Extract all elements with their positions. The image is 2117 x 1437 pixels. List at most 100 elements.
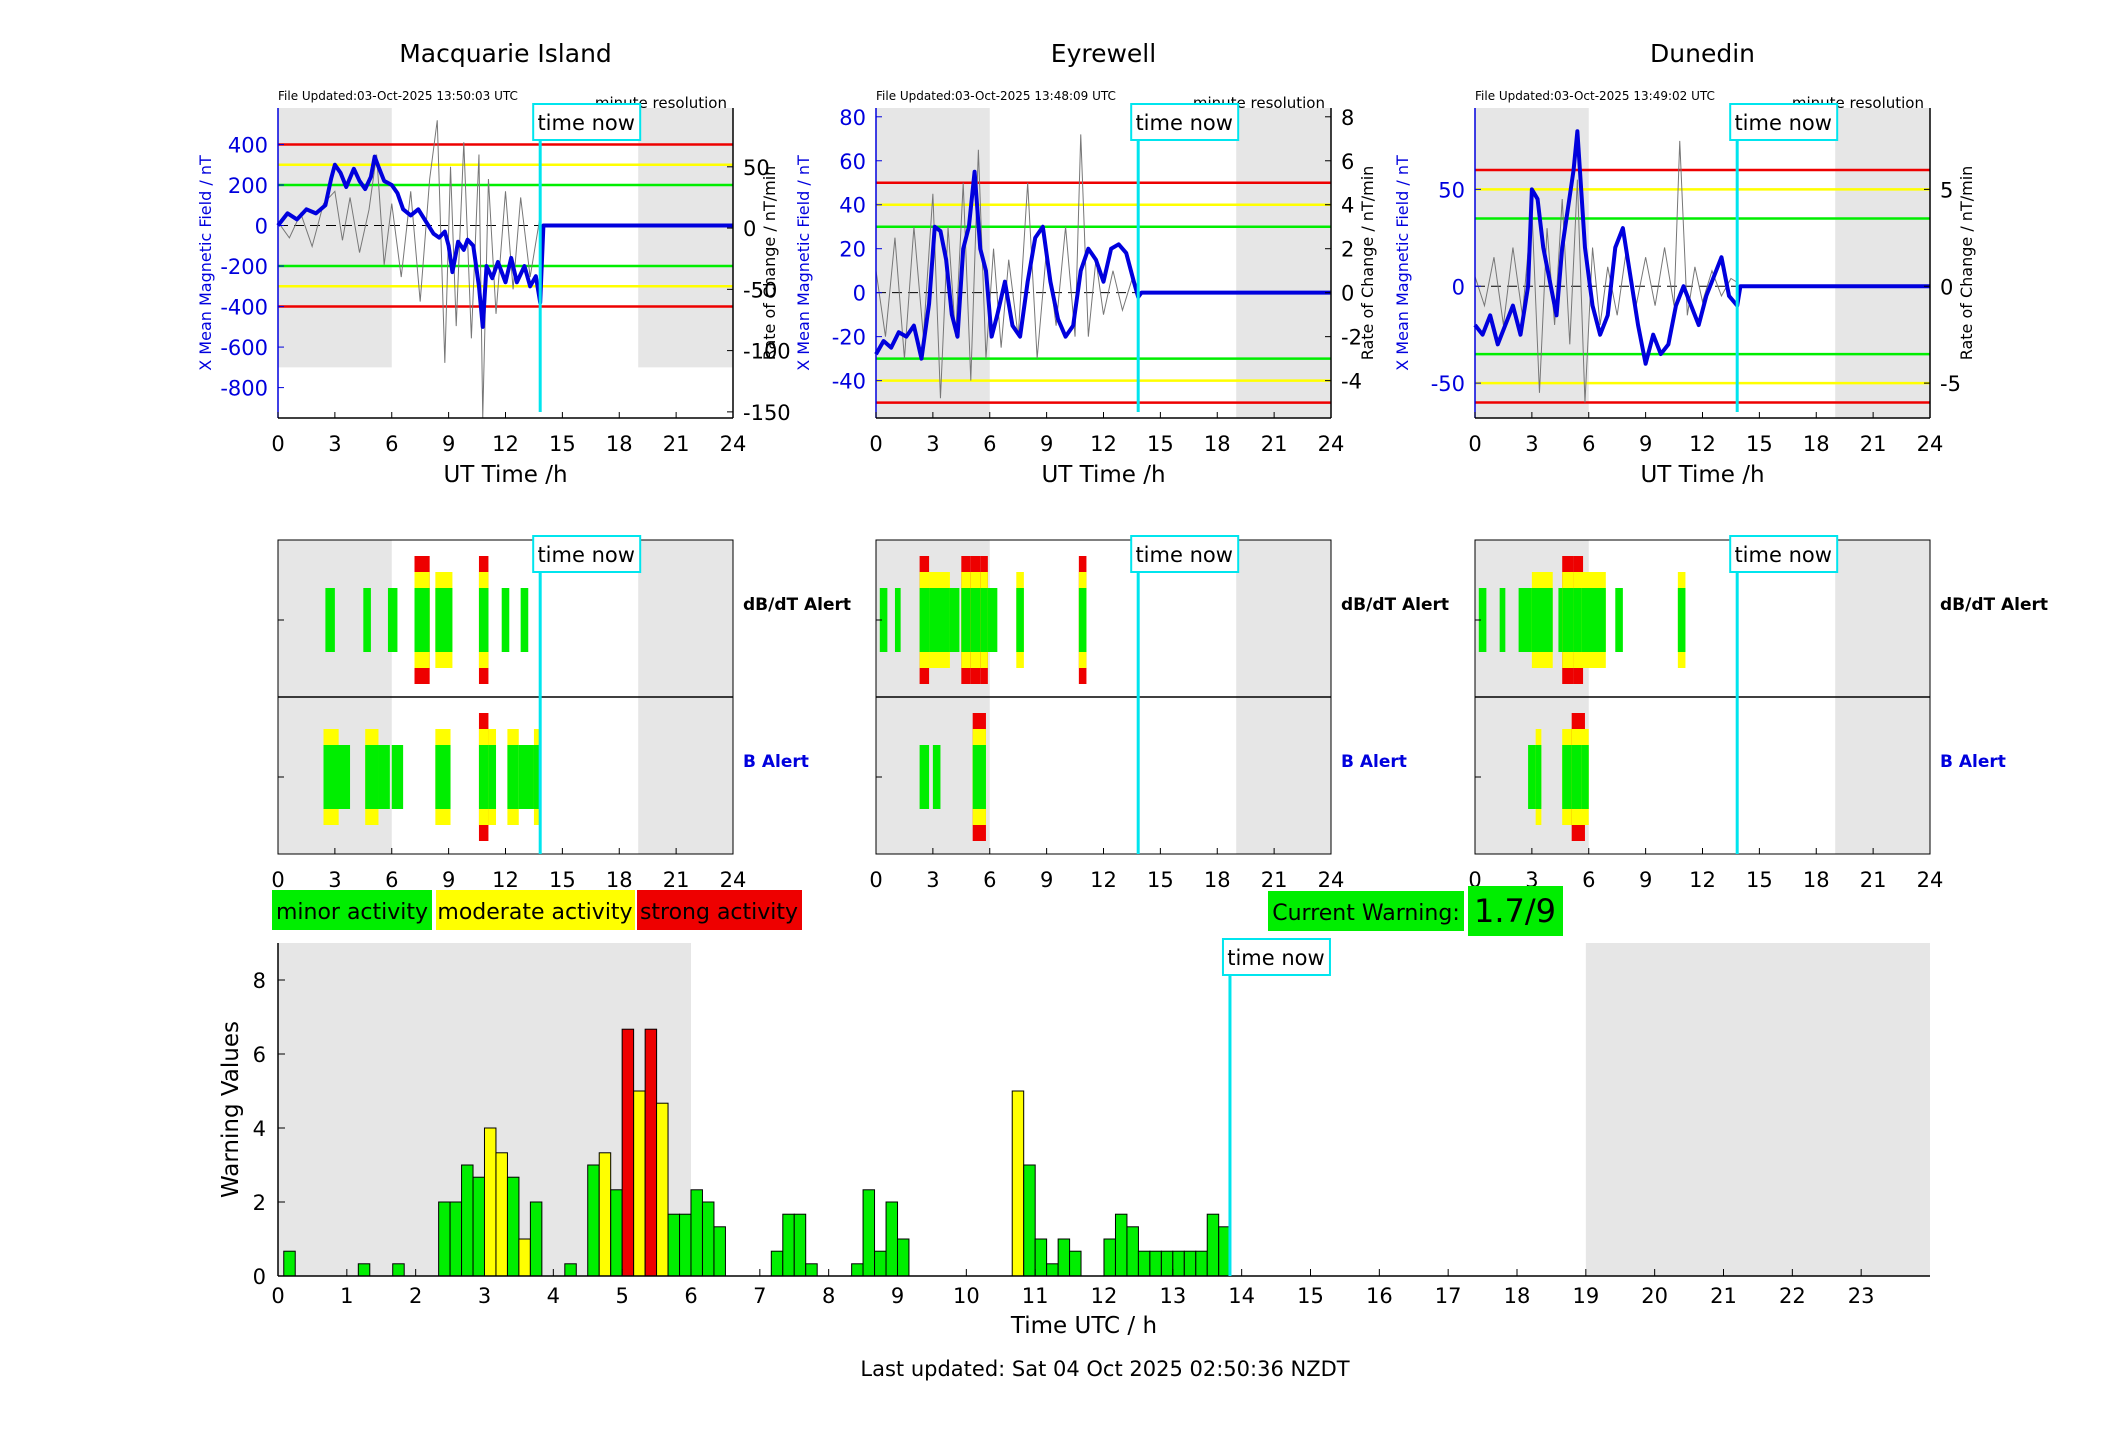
ytick-left-label: -40 <box>832 370 866 394</box>
xtick-label: 24 <box>1917 432 1944 456</box>
xtick-label: 0 <box>1468 432 1481 456</box>
xtick-label: 3 <box>328 868 341 892</box>
warning-bar <box>392 1263 405 1277</box>
xtick-label: 6 <box>1582 868 1595 892</box>
legend-moderate-swatch <box>436 890 635 930</box>
xtick-label: 5 <box>615 1284 628 1308</box>
alert-minor-mark <box>894 588 901 652</box>
ytick-left-label: 60 <box>839 150 866 174</box>
ytick-left-label: -400 <box>220 296 268 320</box>
alert-minor-mark <box>1535 745 1542 809</box>
ytick-right-label: 6 <box>1341 150 1354 174</box>
alert-minor-mark <box>1573 588 1584 652</box>
xtick-label: 20 <box>1641 1284 1668 1308</box>
xtick-label: 21 <box>1710 1284 1737 1308</box>
warning-bar <box>610 1189 623 1277</box>
warning-bar <box>1172 1250 1185 1277</box>
x-axis-label: UT Time /h <box>443 462 567 488</box>
x-axis-label: UT Time /h <box>1640 462 1764 488</box>
ytick-left-label: -200 <box>220 255 268 279</box>
night-shade <box>1585 943 1930 1276</box>
warning-bar <box>495 1152 508 1277</box>
field-panel-2-now-box <box>1729 103 1839 141</box>
xtick-label: 12 <box>1090 432 1117 456</box>
legend-minor-swatch <box>272 890 432 930</box>
warning-bar <box>805 1263 818 1277</box>
warning-bar <box>896 1238 910 1277</box>
current-warning-value: 1.7/9 <box>1474 892 1556 930</box>
xtick-label: 13 <box>1159 1284 1186 1308</box>
xtick-label: 18 <box>606 432 633 456</box>
warning-bar <box>679 1213 692 1277</box>
ytick-right-label: -50 <box>743 278 777 302</box>
warning-bar <box>862 1189 876 1277</box>
xtick-label: 6 <box>385 868 398 892</box>
warning-bar <box>1023 1164 1036 1277</box>
alert-minor-mark <box>478 588 489 652</box>
y-axis-label-right: Rate of Change / nT/min <box>1957 166 1976 361</box>
field-series <box>276 154 733 329</box>
alert-minor-mark <box>1531 588 1553 652</box>
alert-panel-2-now-box <box>1729 535 1839 573</box>
alert-minor-mark <box>1581 745 1589 809</box>
ytick-right-label: 0 <box>1940 275 1953 299</box>
current-warning-label: Current Warning: <box>1272 901 1459 926</box>
field-panel-0-now-box <box>532 103 642 141</box>
warning-bar <box>461 1164 474 1277</box>
xtick-label: 18 <box>1204 432 1231 456</box>
warning-bar <box>529 1201 543 1277</box>
alert-minor-mark <box>961 588 971 652</box>
xtick-label: 12 <box>1090 868 1117 892</box>
alert-panels: dB/dT Alert B Alert 0 3 6 9 12 15 18 21 24 time now… <box>271 535 2048 892</box>
ytick-right-label: 0 <box>743 217 756 241</box>
ytick-right-label: 8 <box>1341 106 1354 130</box>
night-shade <box>278 108 392 368</box>
ytick-right-label: -2 <box>1341 326 1362 350</box>
warning-bar <box>1057 1238 1071 1277</box>
ytick-left-label: 20 <box>839 238 866 262</box>
field-panel-1-now-label: time now <box>1135 111 1232 135</box>
warning-now-label: time now <box>1227 946 1324 970</box>
warning-bar <box>1069 1250 1082 1277</box>
warning-bar <box>483 1127 497 1277</box>
station-title: Eyrewell <box>1051 39 1156 68</box>
b-alert-label: B Alert <box>1341 752 1407 772</box>
ytick-label: 0 <box>253 1265 266 1289</box>
legend-minor-label: minor activity <box>276 900 428 925</box>
alert-minor-mark <box>507 745 519 809</box>
ytick-right-label: 2 <box>1341 238 1354 262</box>
xtick-label: 3 <box>478 1284 491 1308</box>
alert-minor-mark <box>1016 588 1024 652</box>
xtick-label: 6 <box>385 432 398 456</box>
warning-bar <box>587 1164 600 1277</box>
warning-bar <box>449 1201 463 1277</box>
xtick-label: 3 <box>926 432 939 456</box>
warning-bar <box>438 1201 451 1277</box>
ytick-label: 6 <box>253 1043 266 1067</box>
warning-bar <box>770 1250 784 1277</box>
alert-minor-mark <box>336 745 351 809</box>
xtick-label: 4 <box>547 1284 560 1308</box>
y-axis-label: Warning Values <box>218 1021 244 1198</box>
file-updated: File Updated:03-Oct-2025 13:50:03 UTC <box>278 89 518 103</box>
xtick-label: 17 <box>1435 1284 1462 1308</box>
warning-bar <box>1149 1250 1162 1277</box>
ytick-left-label: -600 <box>220 336 268 360</box>
xtick-label: 12 <box>1091 1284 1118 1308</box>
alert-minor-mark <box>520 588 529 652</box>
ytick-right-label: -150 <box>743 401 791 425</box>
xtick-label: 14 <box>1228 1284 1255 1308</box>
xtick-label: 9 <box>442 868 455 892</box>
xtick-label: 9 <box>1639 868 1652 892</box>
xtick-label: 21 <box>1261 432 1288 456</box>
alert-panel-0-now-label: time now <box>537 543 634 567</box>
xtick-label: 9 <box>1040 868 1053 892</box>
xtick-label: 8 <box>822 1284 835 1308</box>
alert-minor-mark <box>533 745 540 809</box>
xtick-label: 11 <box>1022 1284 1049 1308</box>
xtick-label: 12 <box>1689 432 1716 456</box>
y-axis-label-right: Rate of Change / nT/min <box>1358 166 1377 361</box>
alert-minor-mark <box>387 588 398 652</box>
xtick-label: 21 <box>1860 868 1887 892</box>
